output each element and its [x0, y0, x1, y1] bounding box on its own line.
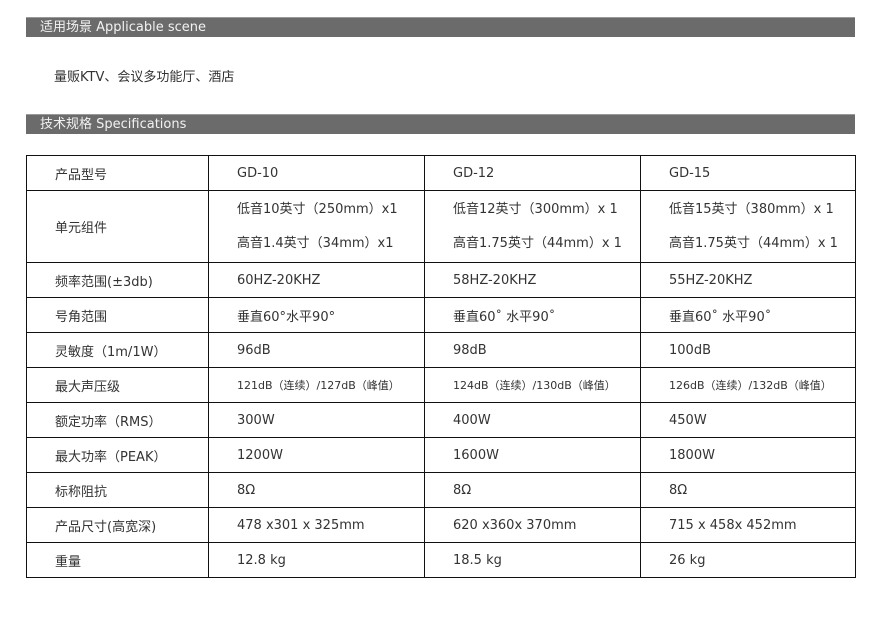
scene-header: 适用场景 Applicable scene	[26, 17, 855, 37]
row-label: 频率范围(±3db)	[26, 262, 209, 298]
cell-line: 高音1.75英寸（44mm）x 1	[669, 235, 838, 251]
cell-value: 300W	[208, 402, 425, 438]
cell-value: 620 x360x 370mm	[424, 507, 641, 543]
cell-value: 124dB（连续）/130dB（峰值）	[424, 367, 641, 403]
cell-line: 高音1.75英寸（44mm）x 1	[453, 235, 622, 251]
table-row: 最大功率（PEAK） 1200W 1600W 1800W	[26, 437, 856, 473]
row-label: 单元组件	[26, 190, 209, 263]
row-label: 额定功率（RMS）	[26, 402, 209, 438]
spec-table: 产品型号 GD-10 GD-12 GD-15 单元组件 低音10英寸（250mm）x1 高音…	[26, 155, 856, 578]
cell-value: 12.8 kg	[208, 542, 425, 578]
cell-value: 96dB	[208, 332, 425, 368]
table-row: 产品尺寸(高宽深) 478 x301 x 325mm 620 x360x 370mm…	[26, 507, 856, 543]
row-label: 标称阻抗	[26, 472, 209, 508]
row-label: 最大声压级	[26, 367, 209, 403]
cell-line: 低音10英寸（250mm）x1	[237, 201, 398, 217]
cell-value: 100dB	[640, 332, 856, 368]
cell-value: 450W	[640, 402, 856, 438]
cell-value: 8Ω	[424, 472, 641, 508]
cell-value: 垂直60˚ 水平90˚	[640, 297, 856, 333]
cell-value: 8Ω	[208, 472, 425, 508]
cell-line: 高音1.4英寸（34mm）x1	[237, 235, 394, 251]
cell-value: 低音15英寸（380mm）x 1 高音1.75英寸（44mm）x 1	[640, 190, 856, 263]
row-label: 最大功率（PEAK）	[26, 437, 209, 473]
cell-value: 98dB	[424, 332, 641, 368]
cell-value: 121dB（连续）/127dB（峰值）	[208, 367, 425, 403]
table-row: 额定功率（RMS） 300W 400W 450W	[26, 402, 856, 438]
cell-value: 55HZ-20KHZ	[640, 262, 856, 298]
table-row: 产品型号 GD-10 GD-12 GD-15	[26, 155, 856, 191]
row-label: 产品型号	[26, 155, 209, 191]
table-row: 重量 12.8 kg 18.5 kg 26 kg	[26, 542, 856, 578]
cell-value: GD-10	[208, 155, 425, 191]
cell-value: GD-12	[424, 155, 641, 191]
cell-value: 垂直60°水平90°	[208, 297, 425, 333]
cell-value: 400W	[424, 402, 641, 438]
table-row: 号角范围 垂直60°水平90° 垂直60˚ 水平90˚ 垂直60˚ 水平90˚	[26, 297, 856, 333]
spec-header: 技术规格 Specifications	[26, 114, 855, 134]
cell-value: 26 kg	[640, 542, 856, 578]
table-row: 灵敏度（1m/1W） 96dB 98dB 100dB	[26, 332, 856, 368]
cell-value: 715 x 458x 452mm	[640, 507, 856, 543]
table-row: 最大声压级 121dB（连续）/127dB（峰值） 124dB（连续）/130dB（…	[26, 367, 856, 403]
table-row: 标称阻抗 8Ω 8Ω 8Ω	[26, 472, 856, 508]
cell-value: 126dB（连续）/132dB（峰值）	[640, 367, 856, 403]
cell-value: 垂直60˚ 水平90˚	[424, 297, 641, 333]
cell-value: 1200W	[208, 437, 425, 473]
cell-value: 1800W	[640, 437, 856, 473]
cell-value: 低音10英寸（250mm）x1 高音1.4英寸（34mm）x1	[208, 190, 425, 263]
row-label: 灵敏度（1m/1W）	[26, 332, 209, 368]
row-label: 产品尺寸(高宽深)	[26, 507, 209, 543]
scene-text: 量贩KTV、会议多功能厅、酒店	[54, 70, 235, 85]
cell-value: 低音12英寸（300mm）x 1 高音1.75英寸（44mm）x 1	[424, 190, 641, 263]
cell-value: 478 x301 x 325mm	[208, 507, 425, 543]
cell-value: 8Ω	[640, 472, 856, 508]
table-row: 单元组件 低音10英寸（250mm）x1 高音1.4英寸（34mm）x1 低音12英寸…	[26, 190, 856, 263]
cell-value: 18.5 kg	[424, 542, 641, 578]
cell-line: 低音12英寸（300mm）x 1	[453, 201, 618, 217]
row-label: 重量	[26, 542, 209, 578]
cell-value: GD-15	[640, 155, 856, 191]
cell-line: 低音15英寸（380mm）x 1	[669, 201, 834, 217]
cell-value: 60HZ-20KHZ	[208, 262, 425, 298]
table-row: 频率范围(±3db) 60HZ-20KHZ 58HZ-20KHZ 55HZ-20KHZ	[26, 262, 856, 298]
cell-value: 58HZ-20KHZ	[424, 262, 641, 298]
cell-value: 1600W	[424, 437, 641, 473]
row-label: 号角范围	[26, 297, 209, 333]
